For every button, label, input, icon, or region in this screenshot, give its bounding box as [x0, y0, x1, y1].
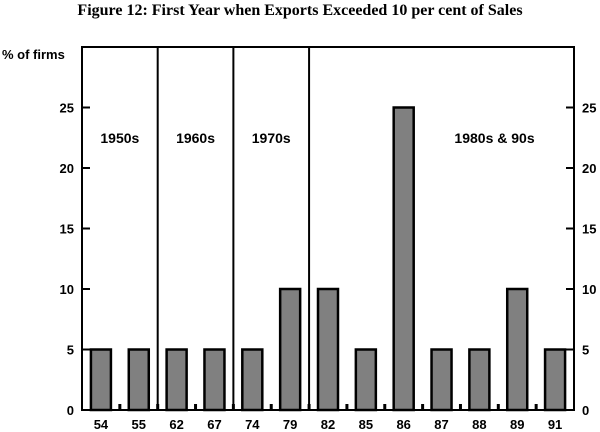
y-tick-label-right: 10	[582, 282, 596, 297]
x-tick-label: 55	[132, 417, 146, 432]
x-tick-label: 88	[472, 417, 486, 432]
bar	[354, 348, 378, 412]
y-tick-label-right: 0	[582, 403, 589, 418]
bar	[127, 348, 151, 412]
bar	[505, 287, 529, 412]
bar	[430, 348, 453, 412]
y-tick-label-left: 25	[60, 101, 74, 116]
decade-label: 1970s	[252, 130, 291, 146]
decade-label: 1980s & 90s	[454, 130, 534, 146]
x-tick-label: 89	[510, 417, 524, 432]
bar	[468, 348, 491, 412]
decade-label: 1960s	[176, 130, 215, 146]
y-tick-label-left: 15	[60, 222, 74, 237]
x-tick-label: 87	[434, 417, 448, 432]
x-tick-label: 82	[321, 417, 335, 432]
bar	[316, 287, 340, 412]
decade-label: 1950s	[100, 130, 139, 146]
x-tick-label: 54	[94, 417, 109, 432]
x-tick-label: 86	[396, 417, 410, 432]
bar	[543, 348, 567, 412]
bar	[241, 348, 264, 412]
bar	[278, 287, 302, 412]
y-tick-label-left: 0	[67, 403, 74, 418]
x-tick-label: 85	[359, 417, 373, 432]
y-tick-label-left: 5	[67, 343, 74, 358]
y-tick-label-right: 15	[582, 222, 596, 237]
y-tick-label-left: 20	[60, 161, 74, 176]
x-tick-label: 79	[283, 417, 297, 432]
x-tick-label: 74	[245, 417, 260, 432]
bar	[165, 348, 188, 412]
bar	[89, 348, 113, 412]
bar	[392, 106, 415, 412]
y-tick-label-right: 20	[582, 161, 596, 176]
x-tick-label: 62	[169, 417, 183, 432]
y-tick-label-right: 5	[582, 343, 589, 358]
bar	[203, 348, 226, 412]
x-tick-label: 67	[207, 417, 221, 432]
y-axis-label: % of firms	[2, 47, 65, 62]
y-tick-label-left: 10	[60, 282, 74, 297]
x-tick-label: 91	[548, 417, 562, 432]
y-tick-label-right: 25	[582, 101, 596, 116]
chart-title: Figure 12: First Year when Exports Excee…	[77, 2, 523, 19]
